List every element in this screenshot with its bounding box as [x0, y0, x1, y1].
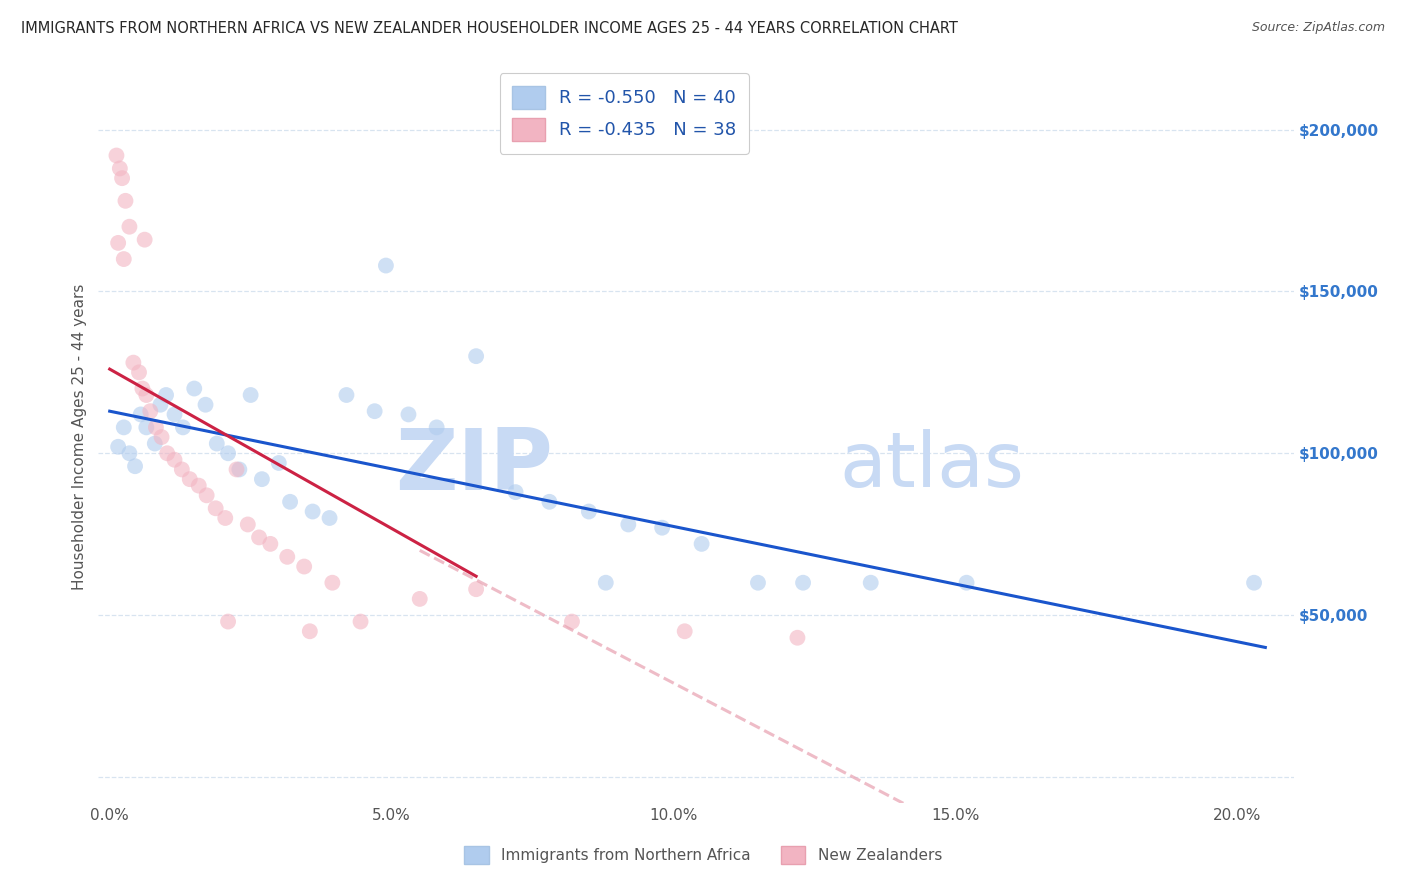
Point — [595, 575, 617, 590]
Point — [349, 615, 371, 629]
Point — [118, 446, 141, 460]
Point — [149, 398, 172, 412]
Point — [673, 624, 696, 639]
Point — [217, 615, 239, 629]
Point — [747, 575, 769, 590]
Point — [114, 194, 136, 208]
Y-axis label: Householder Income Ages 25 - 44 years: Householder Income Ages 25 - 44 years — [72, 284, 87, 591]
Point — [107, 440, 129, 454]
Point — [250, 472, 273, 486]
Legend: R = -0.550   N = 40, R = -0.435   N = 38: R = -0.550 N = 40, R = -0.435 N = 38 — [499, 73, 749, 153]
Point — [465, 582, 488, 597]
Point — [578, 504, 600, 518]
Text: ZIP: ZIP — [395, 425, 553, 508]
Point — [276, 549, 298, 564]
Point — [398, 408, 420, 422]
Point — [859, 575, 882, 590]
Point — [179, 472, 201, 486]
Point — [107, 235, 129, 250]
Point — [465, 349, 488, 363]
Point — [298, 624, 321, 639]
Point — [128, 365, 150, 379]
Point — [239, 388, 262, 402]
Point — [426, 420, 449, 434]
Point — [118, 219, 141, 234]
Point — [247, 530, 270, 544]
Point — [214, 511, 236, 525]
Point — [124, 459, 146, 474]
Point — [205, 436, 228, 450]
Point — [236, 517, 259, 532]
Point — [318, 511, 340, 525]
Point — [131, 382, 153, 396]
Point — [139, 404, 162, 418]
Point — [505, 485, 527, 500]
Point — [301, 504, 323, 518]
Point — [143, 436, 166, 450]
Point — [335, 388, 357, 402]
Point — [156, 446, 179, 460]
Point — [134, 233, 156, 247]
Point — [108, 161, 131, 176]
Point — [786, 631, 808, 645]
Point — [292, 559, 315, 574]
Legend: Immigrants from Northern Africa, New Zealanders: Immigrants from Northern Africa, New Zea… — [458, 840, 948, 870]
Point — [363, 404, 385, 418]
Point — [155, 388, 177, 402]
Point — [225, 462, 247, 476]
Point — [204, 501, 226, 516]
Point — [194, 398, 217, 412]
Point — [183, 382, 205, 396]
Point — [617, 517, 640, 532]
Point — [792, 575, 814, 590]
Point — [278, 495, 301, 509]
Point — [163, 408, 186, 422]
Point — [187, 478, 209, 492]
Point — [145, 420, 167, 434]
Point — [172, 420, 194, 434]
Point — [267, 456, 290, 470]
Point — [955, 575, 977, 590]
Point — [111, 171, 134, 186]
Point — [112, 252, 135, 266]
Point — [690, 537, 713, 551]
Point — [195, 488, 218, 502]
Text: atlas: atlas — [839, 429, 1024, 503]
Point — [374, 259, 396, 273]
Text: IMMIGRANTS FROM NORTHERN AFRICA VS NEW ZEALANDER HOUSEHOLDER INCOME AGES 25 - 44: IMMIGRANTS FROM NORTHERN AFRICA VS NEW Z… — [21, 21, 957, 36]
Point — [651, 521, 673, 535]
Point — [1243, 575, 1265, 590]
Point — [561, 615, 583, 629]
Point — [129, 408, 152, 422]
Point — [228, 462, 250, 476]
Point — [217, 446, 239, 460]
Point — [321, 575, 343, 590]
Point — [538, 495, 561, 509]
Point — [170, 462, 193, 476]
Point — [409, 591, 432, 606]
Point — [135, 388, 157, 402]
Point — [259, 537, 281, 551]
Point — [150, 430, 173, 444]
Point — [112, 420, 135, 434]
Point — [135, 420, 157, 434]
Point — [122, 356, 145, 370]
Text: Source: ZipAtlas.com: Source: ZipAtlas.com — [1251, 21, 1385, 34]
Point — [163, 452, 186, 467]
Point — [105, 148, 128, 162]
